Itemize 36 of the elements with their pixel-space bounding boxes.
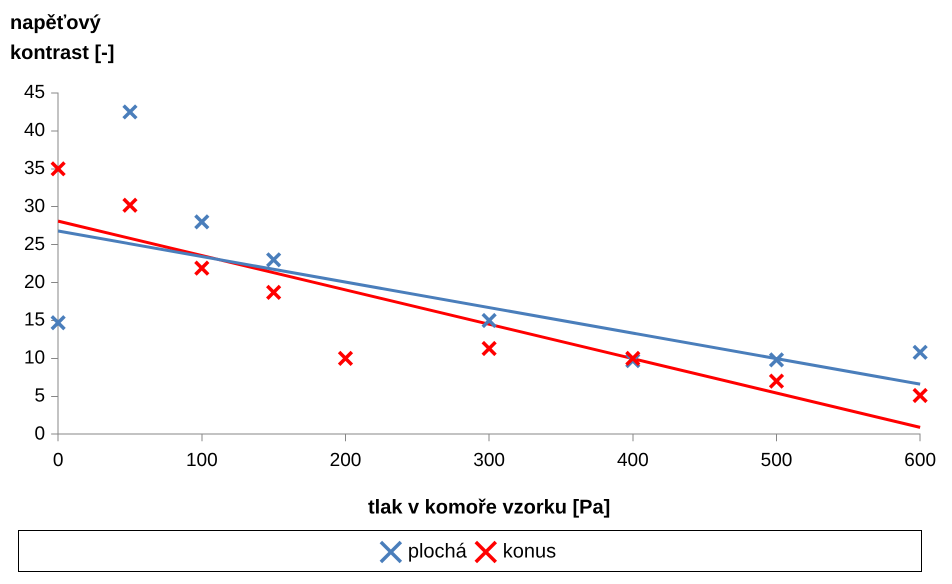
x-tick-label: 100 — [186, 450, 218, 471]
point — [50, 160, 66, 177]
point — [266, 284, 282, 301]
y-tick-label: 20 — [24, 272, 46, 293]
x-tick-label: 300 — [473, 450, 505, 471]
point — [912, 387, 928, 404]
point — [266, 252, 282, 268]
x-tick-label: 400 — [616, 450, 649, 471]
y-tick-label: 45 — [24, 82, 46, 104]
point — [768, 373, 785, 390]
y-tick-label: 35 — [24, 158, 46, 180]
point — [481, 340, 498, 357]
x-axis-title: tlak v komoře vzorku [Pa] — [368, 496, 610, 519]
y-axis-title: napěťový kontrast [-] — [10, 11, 116, 66]
legend-label: plochá — [408, 540, 468, 563]
point — [481, 312, 498, 329]
legend-label: konus — [502, 540, 556, 563]
point — [337, 350, 354, 366]
point — [194, 214, 210, 230]
x-tick-label: 0 — [52, 450, 64, 471]
y-tick-label: 15 — [24, 310, 46, 331]
point — [122, 197, 138, 214]
y-tick-label: 40 — [24, 120, 46, 142]
x-tick-label: 500 — [760, 450, 792, 471]
x-tick-label: 200 — [330, 450, 362, 471]
y-tick-label: 25 — [24, 234, 46, 255]
y-tick-label: 5 — [34, 386, 46, 407]
y-tick-label: 10 — [24, 348, 46, 369]
point — [194, 260, 210, 276]
point — [50, 314, 66, 331]
y-tick-label: 30 — [24, 196, 46, 217]
point — [768, 352, 785, 368]
y-tick-label: 0 — [34, 423, 46, 444]
x-tick-label: 600 — [904, 450, 936, 471]
point — [912, 344, 928, 360]
point — [122, 104, 138, 120]
